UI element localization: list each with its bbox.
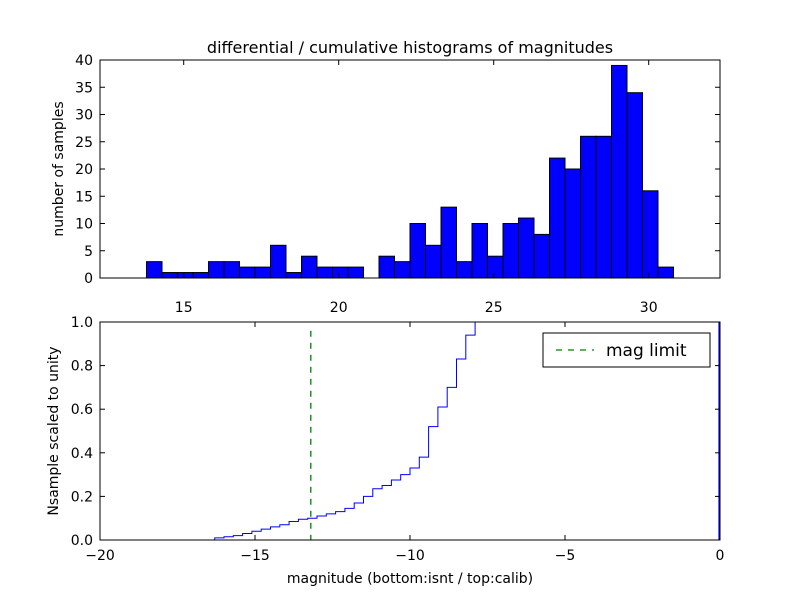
histogram-bar — [533, 233, 550, 279]
histogram-y-tick-label: 30 — [75, 108, 93, 124]
cumulative-x-tick-label: 0 — [716, 548, 725, 564]
cumulative-y-tick-label: 1.0 — [71, 315, 93, 331]
cumulative-y-ticks: 0.0 0.2 0.4 0.6 0.8 1.0 — [71, 315, 720, 549]
histogram-bar — [223, 261, 240, 279]
histogram-bar — [254, 266, 271, 279]
histogram-y-axis-label: number of samples — [51, 101, 67, 236]
cumulative-x-axis-label: magnitude (bottom:isnt / top:calib) — [287, 571, 533, 587]
cumulative-panel: −20 −15 −10 −5 0 0.0 0.2 0.4 0.6 0.8 1.0 magnitud… — [46, 315, 724, 587]
histogram-bar — [409, 223, 426, 279]
histogram-bar — [316, 266, 333, 279]
histogram-bar — [657, 266, 674, 279]
legend-mag-limit-label: mag limit — [606, 341, 687, 361]
histogram-x-tick-label: 20 — [330, 300, 348, 316]
histogram-bar — [518, 217, 535, 279]
histogram-bar — [239, 266, 256, 279]
histogram-y-tick-label: 0 — [84, 271, 93, 287]
histogram-bar — [146, 261, 163, 279]
histogram-y-tick-label: 20 — [75, 162, 93, 178]
cumulative-x-tick-label: −20 — [85, 548, 115, 564]
histogram-bar — [332, 266, 349, 279]
cumulative-step-line — [100, 321, 720, 541]
histogram-bar — [564, 168, 581, 279]
cumulative-x-tick-label: −10 — [395, 548, 425, 564]
histogram-x-ticks: 15 20 25 30 — [175, 60, 658, 316]
cumulative-y-tick-label: 0.0 — [71, 533, 93, 549]
histogram-bar — [487, 255, 504, 279]
histogram-bar — [502, 223, 519, 279]
cumulative-x-tick-label: −5 — [555, 548, 576, 564]
histogram-bars — [146, 64, 674, 279]
cumulative-y-tick-label: 0.2 — [71, 489, 93, 505]
cumulative-y-axis-label: Nsample scaled to unity — [46, 346, 62, 515]
histogram-bar — [394, 261, 411, 279]
histogram-x-tick-label: 30 — [640, 300, 658, 316]
histogram-bar — [626, 92, 643, 279]
histogram-panel: differential / cumulative histograms of … — [51, 38, 721, 316]
histogram-x-tick-label: 25 — [485, 300, 503, 316]
histogram-x-tick-label: 15 — [175, 300, 193, 316]
histogram-bar — [642, 190, 659, 279]
histogram-bar — [440, 206, 457, 279]
histogram-bar — [378, 255, 395, 279]
cumulative-y-tick-label: 0.8 — [71, 359, 93, 375]
cumulative-x-ticks: −20 −15 −10 −5 0 — [85, 322, 724, 564]
histogram-y-tick-label: 35 — [75, 80, 93, 96]
histogram-bar — [177, 272, 194, 279]
histogram-bar — [425, 244, 442, 279]
cumulative-plot-area — [100, 321, 720, 541]
histogram-bar — [301, 255, 318, 279]
histogram-bar — [611, 64, 628, 279]
histogram-bar — [549, 157, 566, 279]
histogram-y-tick-label: 10 — [75, 217, 93, 233]
cumulative-x-tick-label: −15 — [240, 548, 270, 564]
histogram-y-tick-label: 25 — [75, 135, 93, 151]
histogram-bar — [347, 266, 364, 279]
histogram-y-tick-label: 40 — [75, 53, 93, 69]
histogram-y-tick-label: 5 — [84, 244, 93, 260]
histogram-bar — [595, 135, 612, 279]
histogram-bar — [270, 244, 287, 279]
cumulative-y-tick-label: 0.6 — [71, 402, 93, 418]
legend: mag limit — [542, 332, 711, 368]
histogram-bar — [471, 223, 488, 279]
histogram-bar — [580, 135, 597, 279]
histogram-bar — [456, 261, 473, 279]
histogram-bar — [285, 272, 302, 279]
cumulative-y-tick-label: 0.4 — [71, 446, 93, 462]
histogram-y-tick-label: 15 — [75, 189, 93, 205]
histogram-y-ticks: 0 5 10 15 20 25 30 35 40 — [75, 53, 720, 287]
chart-title: differential / cumulative histograms of … — [207, 38, 613, 57]
histogram-bar — [161, 272, 178, 279]
histogram-bar — [208, 261, 225, 279]
histogram-bar — [192, 272, 209, 279]
